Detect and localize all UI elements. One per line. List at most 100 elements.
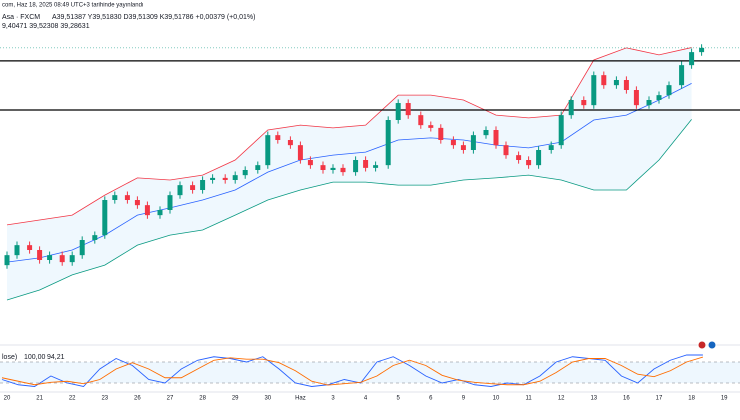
candle-body — [385, 120, 391, 166]
x-tick-label: 10 — [493, 396, 500, 402]
candle-body — [548, 145, 554, 150]
candle-body — [59, 255, 65, 263]
band-lower — [6, 119, 692, 301]
candle-body — [144, 205, 150, 216]
candle-body — [526, 160, 532, 166]
candle-body — [167, 195, 173, 210]
candle-body — [340, 167, 346, 173]
candle-body — [157, 210, 163, 216]
x-tick-label: 9 — [462, 396, 466, 402]
candle-body — [428, 125, 434, 128]
x-tick-label: 11 — [525, 396, 532, 402]
candle-body — [190, 185, 196, 190]
candle-body — [516, 155, 522, 160]
candle-body — [287, 140, 293, 146]
candle-body — [363, 160, 369, 168]
candle-body — [450, 140, 456, 146]
candle-body — [222, 177, 228, 180]
candle-body — [297, 145, 303, 160]
candle-body — [232, 175, 238, 180]
stoch-d-label: 94,21 — [47, 354, 65, 361]
x-tick-label: 21 — [36, 396, 43, 402]
x-tick-label: 17 — [656, 396, 663, 402]
x-tick-label: 16 — [623, 396, 630, 402]
candle-body — [483, 130, 489, 136]
candle-body — [373, 165, 379, 168]
x-tick-label: 27 — [167, 396, 174, 402]
symbol: Asa · FXCM — [2, 14, 40, 21]
candle-body — [330, 167, 336, 170]
candle-body — [134, 200, 140, 206]
candle-body — [460, 145, 466, 150]
ohlc: A39,51387 Y39,51830 D39,51309 K39,51786 … — [52, 14, 255, 21]
x-tick-label: Haz — [295, 396, 306, 402]
x-tick-label: 26 — [134, 396, 141, 402]
candle-body — [470, 135, 476, 150]
candle-body — [623, 80, 629, 90]
band-middle — [6, 82, 692, 263]
band-upper — [6, 47, 692, 226]
stoch-k — [1, 354, 703, 387]
candle-body — [689, 52, 695, 66]
candle-body — [601, 75, 607, 86]
x-tick-label: 5 — [397, 396, 401, 402]
candle-body — [200, 180, 206, 190]
candle-body — [265, 135, 271, 166]
candle-body — [613, 80, 619, 86]
candle-body — [568, 100, 574, 116]
candle-body — [307, 160, 313, 166]
candle-body — [438, 127, 444, 140]
candle-body — [47, 255, 53, 260]
candle-body — [79, 240, 85, 256]
candle-body — [666, 85, 672, 96]
band-fill — [7, 47, 692, 300]
candle-body — [14, 245, 20, 256]
candle-body — [646, 100, 652, 106]
candle-body — [275, 135, 281, 140]
candle-body — [591, 75, 597, 106]
candle-body — [255, 165, 261, 170]
candle-body — [633, 90, 639, 106]
stoch-label: lose) — [2, 354, 17, 361]
candle-body — [102, 200, 108, 236]
candle-body — [558, 115, 564, 146]
candle-body — [405, 103, 411, 116]
published: com, Haz 18, 2025 08:49 UTC+3 tarihinde … — [2, 3, 144, 9]
candle-body — [418, 115, 424, 126]
candle-body — [27, 245, 33, 250]
flag-icon — [697, 340, 707, 350]
x-tick-label: 19 — [721, 396, 728, 402]
candle-body — [242, 170, 248, 176]
x-tick-label: 12 — [558, 396, 565, 402]
candle-body — [69, 255, 75, 263]
candle-body — [493, 130, 499, 146]
x-tick-label: 22 — [69, 396, 76, 402]
candle-body — [92, 235, 98, 240]
candle-body — [320, 165, 326, 170]
candle-body — [353, 160, 359, 173]
candle-body — [177, 185, 183, 196]
stoch-d — [1, 356, 704, 386]
candle-body — [503, 145, 509, 156]
candle-body — [37, 250, 43, 260]
candle-body — [395, 103, 401, 120]
candle-body — [210, 177, 216, 180]
x-tick-label: 18 — [688, 396, 695, 402]
flag-icon — [707, 340, 717, 350]
bands-values: 9,40471 39,52308 39,28631 — [2, 23, 90, 30]
stoch-k-label: 100,00 — [24, 354, 46, 361]
x-tick-label: 6 — [429, 396, 433, 402]
x-tick-label: 30 — [264, 396, 271, 402]
candle-body — [656, 95, 662, 100]
candle-body — [536, 150, 542, 166]
candle-body — [4, 255, 10, 266]
x-tick-label: 3 — [331, 396, 335, 402]
candle-body — [124, 195, 130, 200]
candle-body — [581, 100, 587, 106]
x-tick-label: 13 — [590, 396, 597, 402]
candle-body — [679, 65, 685, 86]
x-tick-label: 28 — [199, 396, 206, 402]
x-tick-label: 23 — [101, 396, 108, 402]
